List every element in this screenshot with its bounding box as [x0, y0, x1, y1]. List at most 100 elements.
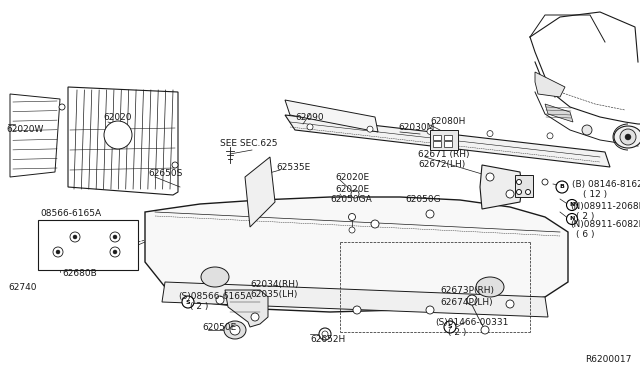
Ellipse shape	[427, 128, 433, 134]
Ellipse shape	[70, 232, 80, 242]
Ellipse shape	[307, 124, 313, 130]
Polygon shape	[225, 290, 268, 327]
Ellipse shape	[547, 133, 553, 139]
Polygon shape	[285, 115, 610, 167]
Text: 62672(LH): 62672(LH)	[418, 160, 465, 169]
Ellipse shape	[625, 134, 631, 140]
Ellipse shape	[506, 300, 514, 308]
Text: 08566-6165A: 08566-6165A	[40, 209, 101, 218]
Ellipse shape	[110, 232, 120, 242]
Ellipse shape	[566, 199, 577, 211]
Text: ( 2 ): ( 2 )	[190, 302, 209, 311]
Ellipse shape	[481, 326, 489, 334]
Text: 62535E: 62535E	[276, 163, 310, 171]
Ellipse shape	[467, 295, 477, 305]
Text: 62673P(RH): 62673P(RH)	[440, 285, 494, 295]
Text: 62020: 62020	[103, 112, 131, 122]
Bar	[444, 135, 452, 140]
Ellipse shape	[110, 247, 120, 257]
Text: 62080H: 62080H	[430, 118, 465, 126]
Text: B: B	[559, 185, 564, 189]
Text: SEE SEC.625: SEE SEC.625	[220, 140, 278, 148]
Bar	[433, 135, 441, 140]
Polygon shape	[285, 100, 378, 132]
Ellipse shape	[73, 235, 77, 239]
Text: S: S	[186, 299, 190, 305]
Text: 62050G: 62050G	[405, 196, 440, 205]
Ellipse shape	[349, 214, 355, 221]
Ellipse shape	[566, 214, 577, 224]
Bar	[444, 141, 452, 147]
Polygon shape	[68, 87, 178, 195]
Ellipse shape	[476, 277, 504, 297]
Ellipse shape	[224, 321, 246, 339]
Ellipse shape	[53, 247, 63, 257]
Text: 62090: 62090	[295, 113, 324, 122]
Ellipse shape	[104, 121, 132, 149]
Ellipse shape	[251, 313, 259, 321]
Ellipse shape	[230, 325, 240, 335]
Text: 62035(LH): 62035(LH)	[250, 289, 298, 298]
Ellipse shape	[56, 250, 60, 254]
Ellipse shape	[201, 267, 229, 287]
Text: 62020E: 62020E	[335, 173, 369, 182]
Ellipse shape	[349, 227, 355, 233]
Text: ( 6 ): ( 6 )	[576, 230, 595, 238]
Text: R6200017: R6200017	[586, 355, 632, 364]
Bar	[430, 130, 458, 150]
Text: 62680B: 62680B	[62, 269, 97, 279]
Text: ( 12 ): ( 12 )	[583, 189, 607, 199]
Bar	[515, 175, 533, 197]
Text: (N)08911-6082H: (N)08911-6082H	[570, 219, 640, 228]
Ellipse shape	[351, 190, 359, 198]
Text: 62652H: 62652H	[310, 336, 345, 344]
Ellipse shape	[620, 129, 636, 145]
Text: (B) 08146-8162G: (B) 08146-8162G	[572, 180, 640, 189]
Ellipse shape	[516, 180, 522, 185]
Text: 62020E: 62020E	[335, 185, 369, 193]
Ellipse shape	[367, 126, 373, 132]
Bar	[433, 141, 441, 147]
Ellipse shape	[172, 162, 178, 168]
Ellipse shape	[506, 190, 514, 198]
Text: 62650S: 62650S	[148, 170, 182, 179]
Polygon shape	[145, 197, 568, 312]
Ellipse shape	[444, 321, 456, 333]
Bar	[38, 220, 138, 270]
Polygon shape	[480, 165, 522, 209]
Ellipse shape	[113, 235, 117, 239]
Ellipse shape	[59, 104, 65, 110]
Polygon shape	[162, 282, 548, 317]
Ellipse shape	[542, 179, 548, 185]
Text: 62674P(LH): 62674P(LH)	[440, 298, 493, 307]
Ellipse shape	[319, 328, 331, 340]
Ellipse shape	[614, 126, 640, 148]
Text: N: N	[570, 217, 575, 221]
Ellipse shape	[113, 250, 117, 254]
Text: N: N	[570, 202, 575, 208]
Ellipse shape	[556, 181, 568, 193]
Ellipse shape	[182, 296, 194, 308]
Ellipse shape	[426, 210, 434, 218]
Polygon shape	[245, 157, 275, 227]
Ellipse shape	[371, 220, 379, 228]
Text: S: S	[448, 324, 452, 330]
Text: 62050GA: 62050GA	[330, 196, 372, 205]
Text: (N)08911-2068H: (N)08911-2068H	[570, 202, 640, 212]
Ellipse shape	[486, 173, 494, 181]
Ellipse shape	[426, 306, 434, 314]
Text: ( 2 ): ( 2 )	[448, 327, 467, 337]
Ellipse shape	[525, 189, 531, 195]
Ellipse shape	[516, 189, 522, 195]
Text: 62050E: 62050E	[202, 323, 236, 331]
Text: ( 2 ): ( 2 )	[576, 212, 595, 221]
Ellipse shape	[216, 296, 224, 304]
Ellipse shape	[322, 331, 328, 337]
Text: 62034(RH): 62034(RH)	[250, 279, 298, 289]
Text: 62740: 62740	[8, 283, 36, 292]
Ellipse shape	[353, 306, 361, 314]
Ellipse shape	[582, 125, 592, 135]
Polygon shape	[535, 72, 565, 97]
Text: 62671 (RH): 62671 (RH)	[418, 150, 470, 158]
Polygon shape	[545, 104, 573, 122]
